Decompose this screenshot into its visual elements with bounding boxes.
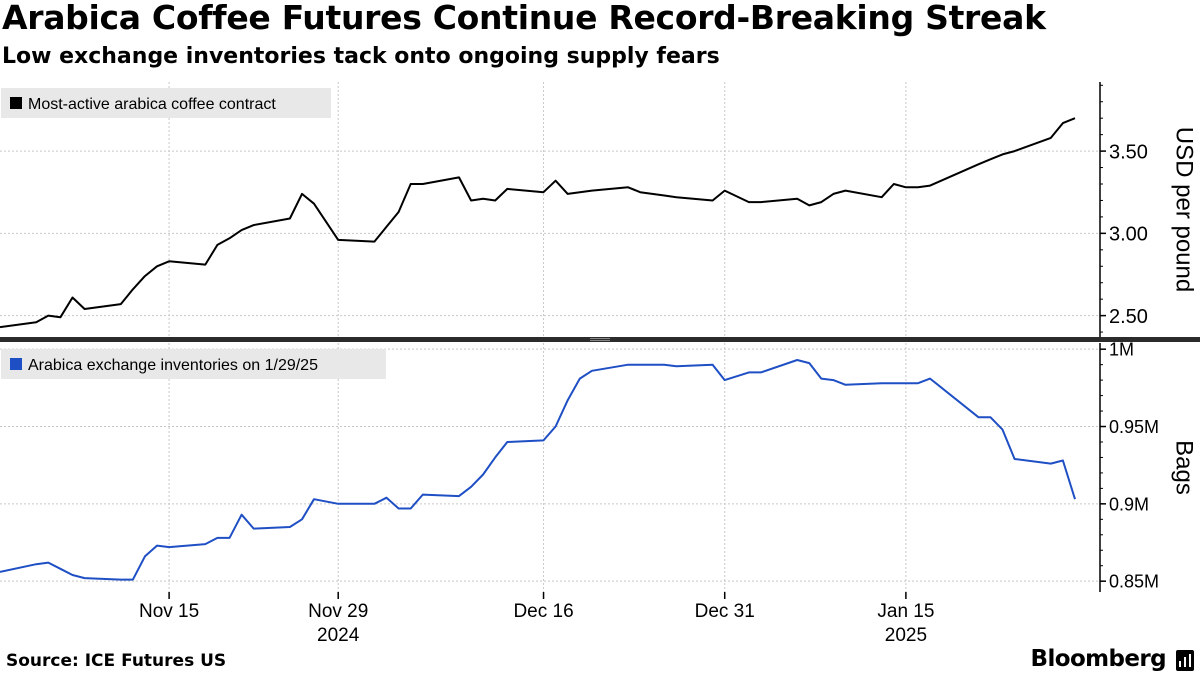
legend: Most-active arabica coffee contract xyxy=(1,88,331,118)
chart-panel-1: 2.50 3.00 3.50 USD per pound Most-active ara… xyxy=(0,82,1198,337)
y-tick-label: 0.95M xyxy=(1109,417,1159,437)
x-tick-label: Jan 15 xyxy=(877,601,934,622)
y-axis-title: Bags xyxy=(1171,440,1198,495)
bar-chart-icon xyxy=(1176,650,1194,671)
source-note: Source: ICE Futures US xyxy=(6,651,227,671)
y-tick-label: 3.50 xyxy=(1109,141,1148,163)
y-tick-label: 0.85M xyxy=(1109,572,1159,592)
chart-title: Arabica Coffee Futures Continue Record-B… xyxy=(2,0,1046,37)
divider-grip-top xyxy=(590,338,610,339)
legend-label: Most-active arabica coffee contract xyxy=(28,96,276,113)
x-tick-label: Nov 15 xyxy=(139,601,199,622)
price-series-line xyxy=(0,117,1076,329)
legend: Arabica exchange inventories on 1/29/25 xyxy=(1,349,386,379)
y-tick-label: 2.50 xyxy=(1109,306,1148,328)
legend-background xyxy=(1,349,386,379)
chart-panel-2: 0.85M 0.9M 0.95M 1M Bags Arabica exchange inv… xyxy=(0,340,1198,592)
y-axis-title: USD per pound xyxy=(1171,127,1198,292)
inventory-series-line xyxy=(0,359,1076,581)
y-tick-label: 1M xyxy=(1109,340,1134,360)
x-tick-label: Dec 16 xyxy=(513,601,573,622)
brand-wordmark: Bloomberg xyxy=(1030,646,1167,672)
legend-label: Arabica exchange inventories on 1/29/25 xyxy=(28,357,318,374)
panel-divider xyxy=(0,337,1200,342)
x-year-label: 2024 xyxy=(317,625,360,646)
legend-swatch xyxy=(10,97,22,109)
chart-subtitle: Low exchange inventories tack onto ongoi… xyxy=(2,44,720,69)
x-year-label: 2025 xyxy=(885,625,927,646)
x-tick-label: Dec 31 xyxy=(695,601,755,622)
x-tick-label: Nov 29 xyxy=(308,601,368,622)
y-tick-label: 3.00 xyxy=(1109,224,1148,246)
legend-background xyxy=(1,88,331,118)
legend-swatch xyxy=(10,358,22,370)
y-tick-label: 0.9M xyxy=(1109,494,1149,514)
divider-grip-bottom xyxy=(590,340,610,341)
